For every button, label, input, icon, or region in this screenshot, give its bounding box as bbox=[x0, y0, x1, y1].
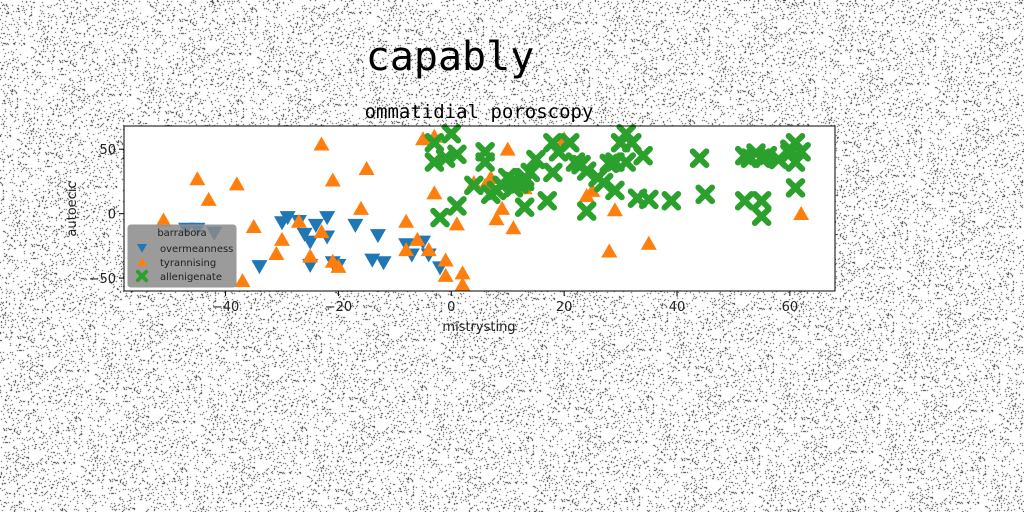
point-tyrannising bbox=[448, 216, 465, 231]
point-allenigenate bbox=[689, 148, 710, 169]
point-allenigenate bbox=[537, 190, 558, 211]
point-allenigenate bbox=[661, 190, 682, 211]
x-axis-label: mistrysting bbox=[442, 320, 515, 335]
point-allenigenate bbox=[576, 161, 597, 181]
point-tyrannising bbox=[420, 242, 437, 257]
legend-label: allenigenate bbox=[160, 272, 222, 283]
point-tyrannising bbox=[505, 220, 522, 235]
point-allenigenate bbox=[514, 197, 535, 218]
x-axis-ticks: −40 −20 0 20 40 60 bbox=[212, 291, 798, 315]
point-allenigenate bbox=[638, 189, 659, 210]
point-allenigenate bbox=[576, 201, 597, 221]
point-tyrannising bbox=[200, 191, 217, 206]
point-tyrannising bbox=[454, 265, 471, 280]
point-tyrannising bbox=[189, 171, 206, 186]
x-tick-label: 60 bbox=[782, 300, 799, 315]
point-overmeanness bbox=[319, 211, 336, 226]
point-tyrannising bbox=[454, 276, 471, 291]
point-tyrannising bbox=[606, 202, 623, 217]
point-tyrannising bbox=[494, 200, 511, 215]
point-tyrannising bbox=[398, 213, 415, 228]
point-tyrannising bbox=[398, 242, 415, 257]
legend-marker-overmeanness bbox=[137, 244, 147, 253]
x-tick-label: 40 bbox=[669, 300, 686, 315]
point-allenigenate bbox=[605, 180, 625, 201]
legend: barrabora overmeanness tyrannising allenig… bbox=[127, 224, 237, 288]
y-tick-label: −50 bbox=[89, 272, 116, 287]
point-tyrannising bbox=[290, 213, 307, 228]
y-tick-label: 0 bbox=[108, 208, 116, 223]
point-overmeanness bbox=[296, 227, 313, 242]
point-overmeanness bbox=[369, 229, 386, 244]
x-tick-label: −40 bbox=[212, 300, 239, 315]
point-allenigenate bbox=[751, 190, 772, 211]
point-tyrannising bbox=[584, 182, 601, 197]
point-tyrannising bbox=[640, 235, 657, 250]
point-tyrannising bbox=[426, 185, 443, 200]
y-tick-label: 50 bbox=[99, 143, 116, 158]
point-allenigenate bbox=[633, 145, 653, 166]
point-overmeanness bbox=[347, 218, 364, 233]
point-tyrannising bbox=[437, 252, 454, 267]
point-tyrannising bbox=[234, 273, 251, 288]
point-tyrannising bbox=[353, 200, 369, 215]
x-tick-label: 20 bbox=[556, 300, 573, 315]
data-points bbox=[155, 123, 811, 291]
x-tick-label: −20 bbox=[325, 300, 352, 315]
point-allenigenate bbox=[430, 207, 450, 228]
legend-marker-allenigenate bbox=[135, 269, 149, 283]
point-allenigenate bbox=[543, 162, 563, 183]
point-tyrannising bbox=[245, 218, 262, 233]
point-tyrannising bbox=[488, 211, 505, 226]
legend-label: tyrannising bbox=[160, 258, 216, 269]
point-overmeanness bbox=[251, 260, 268, 275]
point-overmeanness bbox=[279, 211, 296, 226]
point-overmeanness bbox=[375, 256, 392, 271]
point-allenigenate bbox=[785, 152, 806, 172]
point-allenigenate bbox=[475, 152, 495, 172]
point-allenigenate bbox=[447, 144, 467, 165]
point-tyrannising bbox=[358, 160, 375, 175]
point-tyrannising bbox=[437, 267, 454, 282]
point-tyrannising bbox=[499, 141, 516, 156]
point-allenigenate bbox=[520, 162, 541, 183]
point-allenigenate bbox=[526, 149, 546, 170]
point-allenigenate bbox=[785, 178, 806, 198]
point-tyrannising bbox=[228, 176, 245, 191]
point-tyrannising bbox=[274, 231, 290, 246]
plot-frame bbox=[123, 125, 836, 292]
point-tyrannising bbox=[324, 172, 341, 187]
point-tyrannising bbox=[601, 243, 618, 258]
point-tyrannising bbox=[330, 258, 347, 273]
point-allenigenate bbox=[695, 184, 716, 205]
chart-title: ommatidial poroscopy bbox=[365, 101, 594, 123]
legend-title: barrabora bbox=[157, 228, 206, 239]
point-tyrannising bbox=[268, 246, 285, 261]
point-tyrannising bbox=[793, 206, 810, 221]
point-allenigenate bbox=[559, 132, 580, 153]
point-allenigenate bbox=[424, 132, 445, 153]
point-tyrannising bbox=[313, 224, 330, 239]
point-allenigenate bbox=[441, 123, 462, 144]
point-tyrannising bbox=[313, 136, 330, 151]
point-allenigenate bbox=[791, 141, 811, 162]
point-allenigenate bbox=[734, 190, 755, 211]
point-overmeanness bbox=[307, 218, 324, 233]
point-tyrannising bbox=[302, 248, 319, 263]
point-allenigenate bbox=[447, 196, 467, 216]
y-axis-label: autoecic bbox=[65, 181, 80, 236]
y-axis-ticks: −50 0 50 bbox=[89, 143, 124, 287]
legend-marker-tyrannising bbox=[137, 257, 147, 266]
point-tyrannising bbox=[409, 231, 426, 246]
point-tyrannising bbox=[155, 212, 172, 227]
legend-label: overmeanness bbox=[160, 244, 233, 255]
x-tick-label: 0 bbox=[447, 300, 455, 315]
legend-box bbox=[127, 224, 237, 288]
figure-suptitle: capably bbox=[366, 34, 535, 80]
point-overmeanness bbox=[302, 235, 319, 250]
point-allenigenate bbox=[751, 206, 772, 227]
point-allenigenate bbox=[616, 152, 637, 172]
point-allenigenate bbox=[464, 175, 484, 196]
